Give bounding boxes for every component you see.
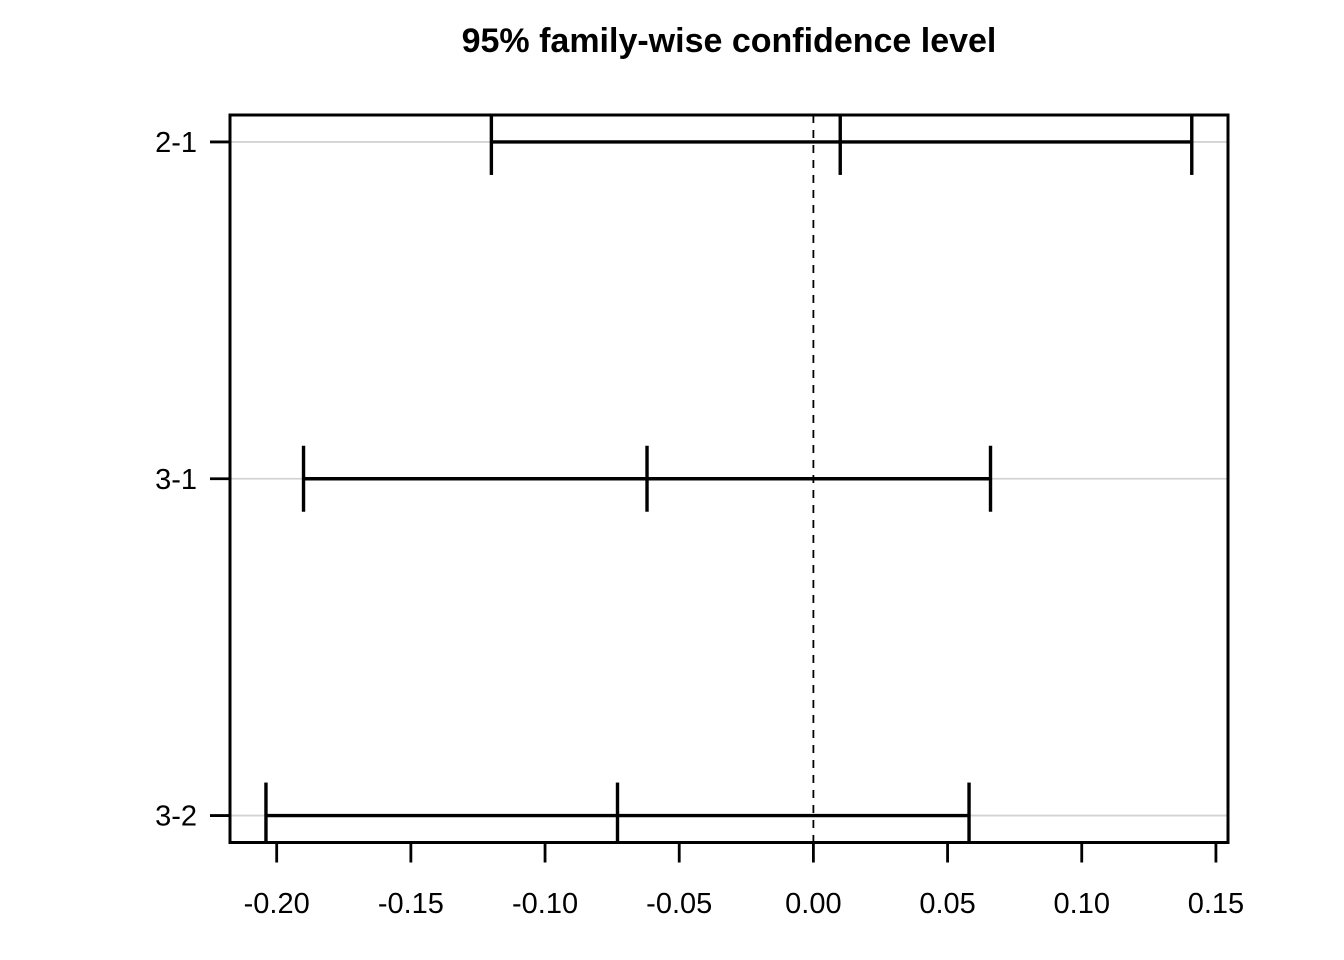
x-tick-label: 0.00	[785, 888, 841, 920]
y-tick-label: 2-1	[155, 127, 197, 159]
y-tick-label: 3-2	[155, 801, 197, 833]
x-tick-label: 0.10	[1054, 888, 1110, 920]
x-tick-label: -0.15	[378, 888, 444, 920]
x-tick-label: 0.05	[919, 888, 975, 920]
chart-title: 95% family-wise confidence level	[461, 22, 997, 60]
x-tick-label: 0.15	[1188, 888, 1244, 920]
y-tick-label: 3-1	[155, 464, 197, 496]
x-tick-label: -0.05	[646, 888, 712, 920]
x-tick-label: -0.20	[244, 888, 310, 920]
x-tick-label: -0.10	[512, 888, 578, 920]
